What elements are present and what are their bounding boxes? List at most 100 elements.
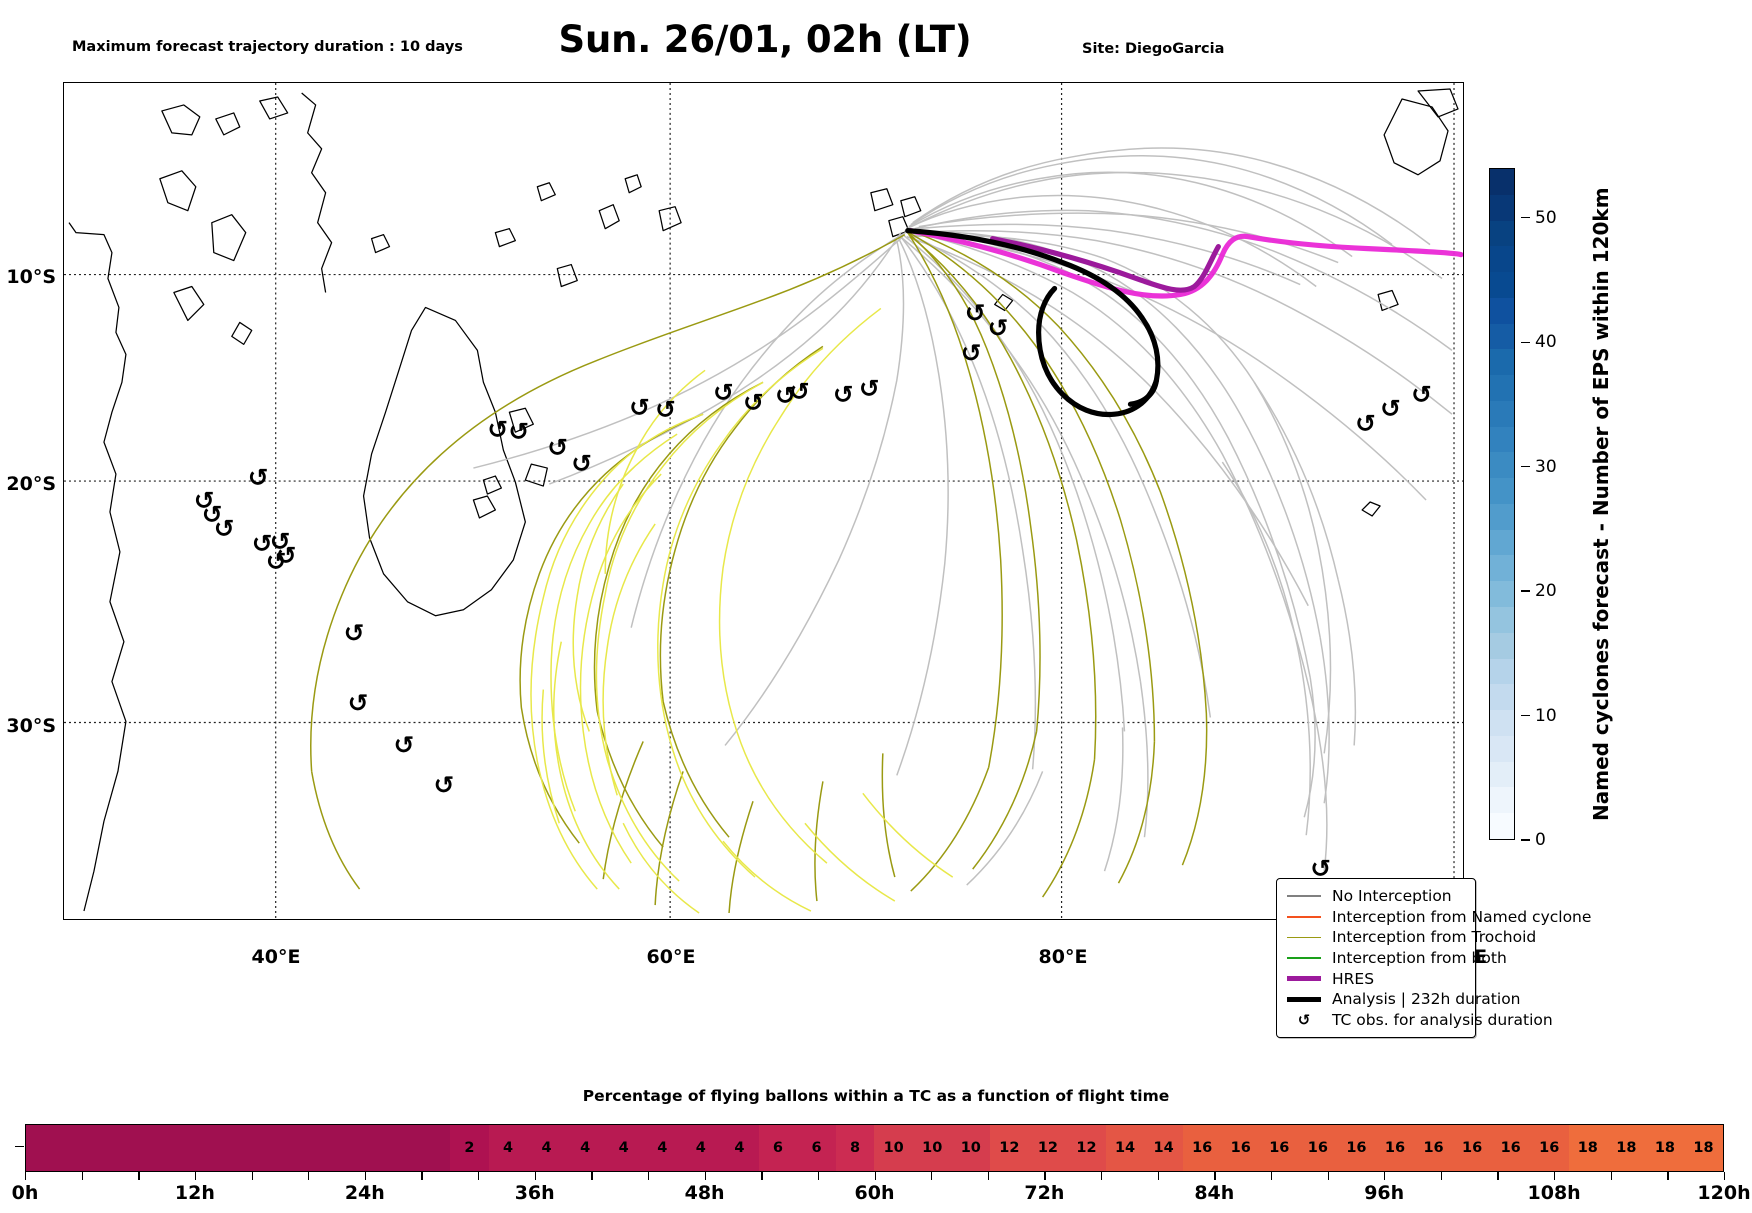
percentage-bar-tick [421, 1172, 423, 1180]
svg-text:↺: ↺ [433, 770, 454, 799]
percentage-bar[interactable]: 2 4 4 4 4 4 4 4 6 6 8 10 10 10 12 12 12 14 14 16 16 16 16 16 16 1… [25, 1124, 1724, 1172]
hres-track-dark-segment [990, 236, 1221, 293]
percentage-bar-tick [364, 1172, 367, 1180]
svg-text:↺: ↺ [988, 313, 1009, 342]
map-legend: No Interception Interception from Named c… [1276, 878, 1591, 1039]
percentage-bar-left-tick [15, 1146, 24, 1148]
percentage-bar-tick-label: 24h [344, 1182, 385, 1204]
percentage-bar-tick [1101, 1172, 1103, 1180]
colorbar-segment [1490, 169, 1514, 195]
percentage-cell: 4 [681, 1125, 721, 1171]
percentage-bar-tick [1384, 1172, 1386, 1180]
colorbar-segment [1490, 813, 1514, 839]
svg-text:↺: ↺ [248, 463, 269, 492]
tc-observation-markers: ↺ ↺ ↺ ↺ ↺ ↺ ↺ ↺ ↺ ↺ ↺ ↺ ↺ ↺ ↺ ↺ ↺ ↺ ↺ ↺ … [194, 298, 1432, 883]
svg-text:↺: ↺ [252, 529, 273, 558]
colorbar-segment [1490, 272, 1514, 298]
setting-max-duration: Maximum forecast trajectory duration : 1… [72, 38, 463, 55]
eps-count-colorbar[interactable] [1489, 168, 1515, 840]
colorbar-segment [1490, 400, 1514, 427]
svg-text:↺: ↺ [547, 433, 568, 462]
percentage-cell: 4 [643, 1125, 682, 1171]
legend-line [1287, 936, 1321, 939]
percentage-bar-tick-label: 36h [514, 1182, 555, 1204]
percentage-cell: 16 [1337, 1125, 1376, 1171]
colorbar-segment [1490, 735, 1514, 762]
x-tick-label: 60°E [646, 946, 696, 968]
legend-line-swatch [1284, 996, 1324, 1002]
svg-text:↺: ↺ [1411, 380, 1432, 409]
colorbar-segment [1490, 246, 1514, 273]
svg-text:↺: ↺ [655, 395, 676, 424]
percentage-bar-tick [138, 1172, 140, 1180]
percentage-bar-tick [1667, 1172, 1669, 1180]
colorbar-tick-label: 50 [1521, 208, 1557, 228]
hres-track [908, 228, 1463, 299]
legend-item[interactable]: ↺ TC obs. for analysis duration [1284, 1010, 1553, 1031]
percentage-cell: 4 [565, 1125, 605, 1171]
percentage-bar-tick [1214, 1172, 1216, 1180]
legend-line-swatch [1284, 976, 1324, 982]
svg-text:↺: ↺ [859, 374, 880, 403]
percentage-cell: 16 [1491, 1125, 1530, 1171]
percentage-bar-tick [591, 1172, 593, 1180]
percentage-cell [411, 1125, 451, 1171]
svg-text:↺: ↺ [775, 381, 796, 410]
colorbar-segment [1490, 503, 1514, 530]
eps-no-interception-trajectories [473, 147, 1453, 886]
svg-text:↺: ↺ [833, 380, 854, 409]
y-tick-label: 10°S [6, 266, 56, 288]
svg-text:↺: ↺ [214, 514, 235, 543]
svg-text:↺: ↺ [1310, 854, 1331, 883]
x-tick-label: 40°E [251, 946, 301, 968]
colorbar-segment [1490, 658, 1514, 685]
colorbar-segment [1490, 426, 1514, 453]
percentage-cell [334, 1125, 374, 1171]
percentage-cell: 16 [1529, 1125, 1569, 1171]
percentage-cell: 8 [835, 1125, 875, 1171]
percentage-cell [26, 1125, 65, 1171]
legend-item[interactable]: Analysis | 232h duration [1284, 989, 1521, 1010]
percentage-cell: 6 [797, 1125, 836, 1171]
analysis-track [905, 228, 1161, 418]
svg-text:↺: ↺ [961, 338, 982, 367]
percentage-bar-tick [647, 1172, 650, 1180]
legend-line-swatch [1284, 957, 1324, 959]
legend-item[interactable]: HRES [1284, 968, 1466, 989]
percentage-cell: 14 [1105, 1125, 1145, 1171]
percentage-cell: 16 [1298, 1125, 1338, 1171]
percentage-bar-tick [478, 1172, 480, 1180]
percentage-bar-tick-label: 84h [1194, 1182, 1235, 1204]
colorbar-segment [1490, 632, 1514, 659]
percentage-cell: 12 [1028, 1125, 1068, 1171]
colorbar-segment [1490, 607, 1514, 633]
percentage-bar-tick [1044, 1172, 1046, 1180]
trajectory-map[interactable]: ↺ ↺ ↺ ↺ ↺ ↺ ↺ ↺ ↺ ↺ ↺ ↺ ↺ ↺ ↺ ↺ ↺ ↺ ↺ ↺ … [63, 82, 1464, 920]
percentage-cell: 16 [1452, 1125, 1492, 1171]
legend-item[interactable]: No Interception [1284, 886, 1466, 907]
colorbar-segment [1490, 761, 1514, 788]
map-canvas: ↺ ↺ ↺ ↺ ↺ ↺ ↺ ↺ ↺ ↺ ↺ ↺ ↺ ↺ ↺ ↺ ↺ ↺ ↺ ↺ … [64, 83, 1463, 919]
legend-item-label: Interception from both [1332, 949, 1507, 968]
y-tick-label: 20°S [6, 473, 56, 495]
colorbar-tick-label: 40 [1521, 332, 1557, 352]
meta-site: Site: DiegoGarcia [1082, 40, 1225, 57]
percentage-bar-tick-label: 0h [11, 1182, 39, 1204]
page-title: Sun. 26/01, 02h (LT) [558, 18, 972, 61]
legend-item[interactable]: Interception from Named cyclone [1284, 907, 1591, 928]
percentage-bar-tick-label: 12h [174, 1182, 215, 1204]
percentage-cell: 16 [1375, 1125, 1415, 1171]
colorbar-segment [1490, 375, 1514, 401]
percentage-cell: 10 [951, 1125, 991, 1171]
percentage-bar-tick [1270, 1172, 1273, 1180]
percentage-bar-tick [1157, 1172, 1159, 1180]
colorbar-segment [1490, 323, 1514, 350]
legend-item[interactable]: Interception from both [1284, 948, 1507, 969]
percentage-cell: 16 [1414, 1125, 1453, 1171]
svg-text:↺: ↺ [344, 619, 365, 648]
percentage-cell: 4 [527, 1125, 566, 1171]
svg-text:↺: ↺ [629, 393, 650, 422]
legend-item[interactable]: Interception from Trochoid [1284, 927, 1536, 948]
percentage-bar-tick [194, 1172, 197, 1180]
percentage-bar-tick [1440, 1172, 1443, 1180]
